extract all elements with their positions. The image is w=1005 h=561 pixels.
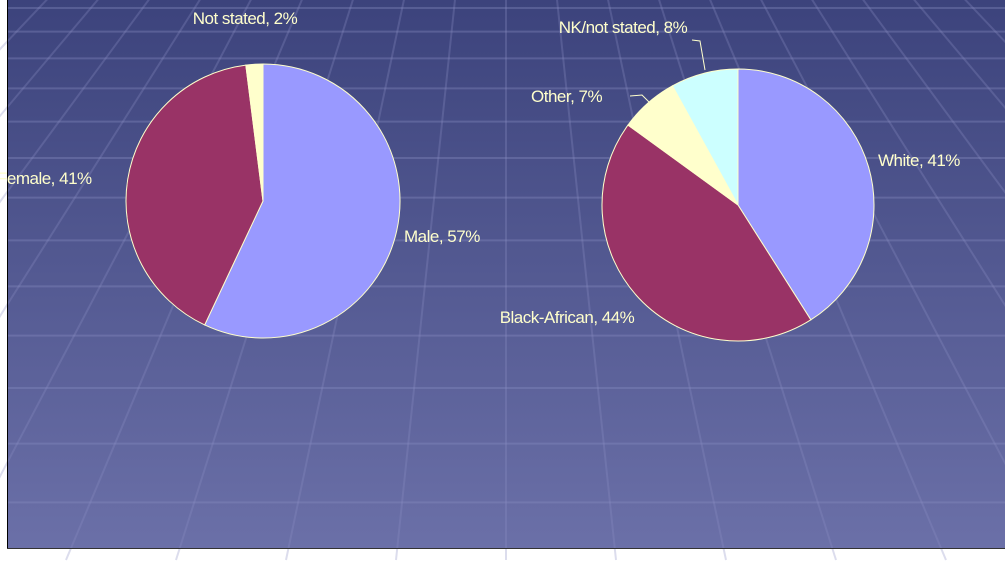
grid-decoration (811, 0, 1005, 307)
data-label: NK/not stated, 8% (558, 18, 688, 37)
grid-decoration (0, 0, 150, 204)
data-label: Other, 7% (531, 87, 603, 106)
leader-line (691, 39, 706, 71)
pie-slice (204, 63, 401, 339)
data-label: White, 41% (878, 151, 960, 170)
grid-decoration (862, 0, 1005, 194)
pie-slice (601, 124, 812, 342)
data-label: Black-African, 44% (499, 308, 635, 327)
pie-slice (671, 68, 739, 206)
pies (125, 39, 875, 342)
pie-slice (737, 68, 875, 321)
grid-decoration (0, 0, 201, 319)
leader-line (629, 94, 656, 109)
grid-decoration (395, 0, 456, 561)
data-label: Female, 41% (0, 169, 92, 188)
data-label: Not stated, 2% (192, 9, 298, 28)
pie-slice (125, 64, 264, 326)
grid-decoration (556, 0, 617, 561)
data-label: Male, 57% (404, 227, 480, 246)
pie-slice (245, 63, 264, 202)
